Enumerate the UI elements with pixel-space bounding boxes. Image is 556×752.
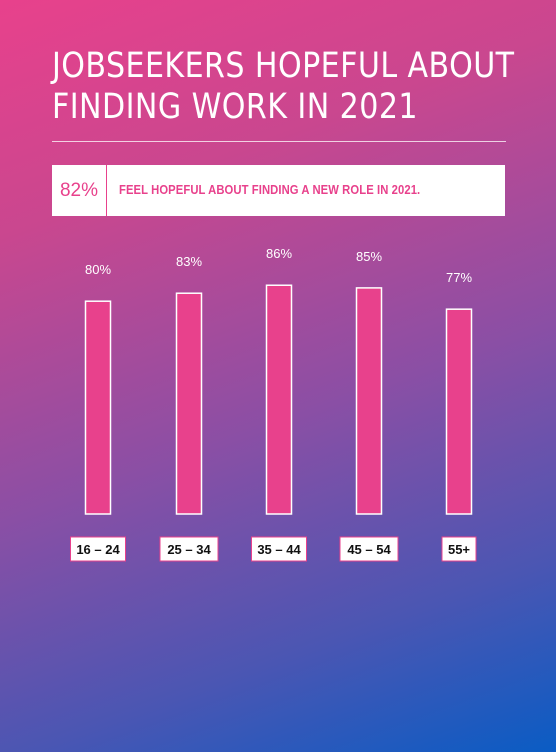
category-label-1: 16 – 24 xyxy=(76,542,120,557)
title-line-2: FINDING WORK IN 2021 xyxy=(52,87,419,127)
category-label-box-5 xyxy=(441,536,477,562)
highlight-stat-text: FEEL HOPEFUL ABOUT FINDING A NEW ROLE IN… xyxy=(119,183,421,197)
category-label-box-3 xyxy=(251,536,307,562)
title-line-1: JOBSEEKERS HOPEFUL ABOUT xyxy=(52,46,515,86)
bar-value-label-3: 86% xyxy=(266,246,292,261)
title-divider xyxy=(52,141,506,142)
bar-value-label-5: 77% xyxy=(446,270,472,285)
category-label-box-4 xyxy=(339,536,399,562)
bar-1 xyxy=(84,300,112,515)
category-label-2: 25 – 34 xyxy=(167,542,211,557)
category-label-3: 35 – 44 xyxy=(257,542,301,557)
page-title: JOBSEEKERS HOPEFUL ABOUT FINDING WORK IN… xyxy=(52,46,515,128)
bar-value-label-1: 80% xyxy=(85,262,111,277)
bar-2 xyxy=(175,292,203,515)
category-label-4: 45 – 54 xyxy=(347,542,391,557)
category-label-box-1 xyxy=(70,536,126,562)
highlight-stat-value: 82% xyxy=(52,165,107,216)
category-label-5: 55+ xyxy=(448,542,470,557)
bar-3 xyxy=(265,284,293,515)
highlight-stat-box: 82% FEEL HOPEFUL ABOUT FINDING A NEW ROL… xyxy=(52,165,505,216)
bar-value-label-4: 85% xyxy=(356,249,382,264)
category-label-box-2 xyxy=(159,536,219,562)
bar-value-label-2: 83% xyxy=(176,254,202,269)
bar-5 xyxy=(445,308,473,515)
bar-4 xyxy=(355,287,383,515)
